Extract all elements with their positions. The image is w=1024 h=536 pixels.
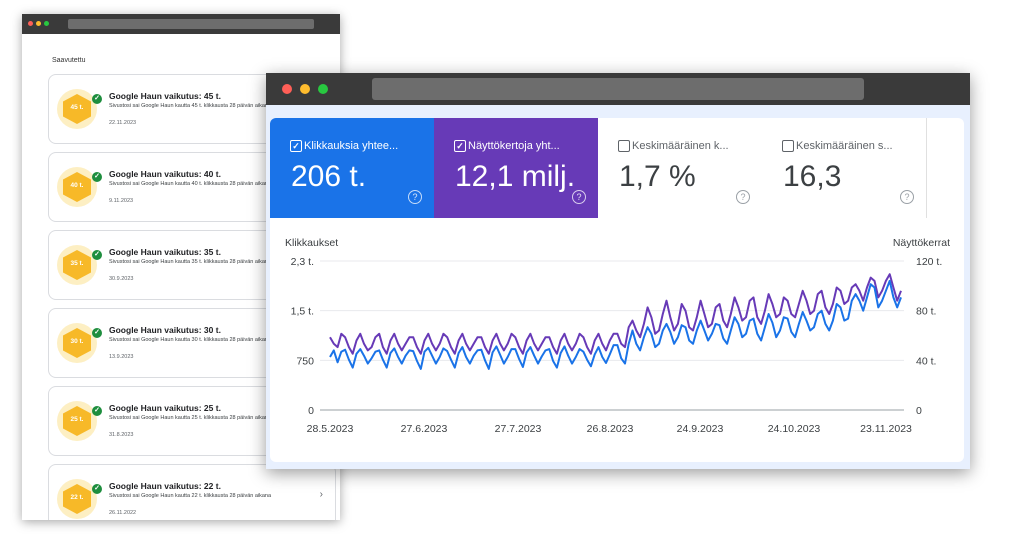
left-tick-label: 2,3 t. [291,256,314,268]
badge-label: 30 t. [70,338,84,345]
badge-label: 40 t. [70,182,84,189]
help-icon[interactable]: ? [572,190,586,204]
x-tick-label: 24.9.2023 [677,423,724,435]
hexagon-badge-icon: 22 t. [63,484,91,514]
hexagon-badge-icon: 25 t. [63,406,91,436]
back-window-titlebar [22,14,340,34]
achievement-badge: 30 t. ✓ [57,323,102,363]
achievement-title: Google Haun vaikutus: 30 t. [109,325,221,335]
address-bar[interactable] [372,78,864,100]
achievement-description: Sivustosi sai Google Haun kautta 40 t. k… [109,181,272,187]
help-icon[interactable]: ? [900,190,914,204]
search-console-page: ✓ Klikkauksia yhtee... 206 t. ? ✓ Näyttö… [266,105,970,469]
right-tick-label: 80 t. [916,306,936,318]
left-tick-label: 750 [296,355,314,367]
performance-panel: ✓ Klikkauksia yhtee... 206 t. ? ✓ Näyttö… [270,118,964,462]
chevron-right-icon[interactable]: › [319,489,323,500]
metric-value: 206 t. [291,160,367,193]
checkbox-checked-icon[interactable]: ✓ [454,140,466,152]
badge-label: 35 t. [70,260,84,267]
right-tick-label: 120 t. [916,256,942,268]
metric-label: Klikkauksia yhtee... [304,140,399,152]
hexagon-badge-icon: 40 t. [63,172,91,202]
maximize-window-button[interactable] [44,21,49,26]
help-icon[interactable]: ? [736,190,750,204]
clicks-series-line [329,279,902,370]
metric-label: Näyttökertoja yht... [468,140,560,152]
metric-value: 16,3 [783,160,842,193]
right-tick-label: 0 [916,405,922,417]
x-tick-label: 27.7.2023 [495,423,542,435]
achievement-description: Sivustosi sai Google Haun kautta 45 t. k… [109,103,272,109]
achievement-badge: 45 t. ✓ [57,89,102,129]
achievement-description: Sivustosi sai Google Haun kautta 22 t. k… [109,493,272,499]
metric-card-ctr[interactable]: Keskimääräinen k... 1,7 % ? [598,118,763,218]
metric-value: 1,7 % [619,160,696,193]
maximize-window-button[interactable] [318,84,328,94]
right-tick-label: 40 t. [916,355,936,367]
achievement-date: 31.8.2023 [109,432,134,438]
achievement-title: Google Haun vaikutus: 25 t. [109,403,221,413]
minimize-window-button[interactable] [36,21,41,26]
x-tick-label: 23.11.2023 [860,423,912,435]
hexagon-badge-icon: 45 t. [63,94,91,124]
metric-value: 12,1 milj. [455,160,576,193]
address-bar[interactable] [68,19,314,29]
close-window-button[interactable] [282,84,292,94]
left-axis-title: Klikkaukset [285,237,338,249]
front-window-titlebar [266,73,970,105]
minimize-window-button[interactable] [300,84,310,94]
badge-label: 25 t. [70,416,84,423]
performance-chart[interactable]: 0 750 1,5 t. 2,3 t. 0 40 t. 80 t. 120 t. Klikkau… [270,118,964,462]
achievement-badge: 40 t. ✓ [57,167,102,207]
check-circle-icon: ✓ [92,328,102,338]
right-axis-title: Näyttökerrat [893,237,950,249]
help-icon[interactable]: ? [408,190,422,204]
front-browser-window: ✓ Klikkauksia yhtee... 206 t. ? ✓ Näyttö… [266,73,970,469]
checkbox-unchecked-icon[interactable] [782,140,794,152]
metric-card-position[interactable]: Keskimääräinen s... 16,3 ? [762,118,927,218]
achievement-badge: 35 t. ✓ [57,245,102,285]
achievement-description: Sivustosi sai Google Haun kautta 25 t. k… [109,415,272,421]
achievement-card[interactable]: 22 t. ✓ Google Haun vaikutus: 22 t. Sivu… [48,464,336,520]
achievement-description: Sivustosi sai Google Haun kautta 30 t. k… [109,337,272,343]
achievement-description: Sivustosi sai Google Haun kautta 35 t. k… [109,259,272,265]
check-circle-icon: ✓ [92,250,102,260]
x-tick-label: 26.8.2023 [587,423,634,435]
metric-card-clicks[interactable]: ✓ Klikkauksia yhtee... 206 t. ? [270,118,434,218]
close-window-button[interactable] [28,21,33,26]
achievement-date: 26.11.2022 [109,510,137,516]
check-circle-icon: ✓ [92,172,102,182]
achievement-title: Google Haun vaikutus: 40 t. [109,169,221,179]
metric-label: Keskimääräinen s... [796,140,893,152]
achievement-date: 13.9.2023 [109,354,134,360]
achievement-date: 9.11.2023 [109,198,134,204]
badge-label: 22 t. [70,494,84,501]
left-tick-label: 0 [308,405,314,417]
achievement-title: Google Haun vaikutus: 45 t. [109,91,221,101]
hexagon-badge-icon: 35 t. [63,250,91,280]
impressions-series-line [329,273,902,355]
checkbox-unchecked-icon[interactable] [618,140,630,152]
check-circle-icon: ✓ [92,94,102,104]
hexagon-badge-icon: 30 t. [63,328,91,358]
badge-label: 45 t. [70,104,84,111]
left-tick-label: 1,5 t. [291,306,314,318]
achievement-badge: 22 t. ✓ [57,479,102,519]
x-tick-label: 28.5.2023 [307,423,354,435]
achievement-title: Google Haun vaikutus: 22 t. [109,481,221,491]
check-circle-icon: ✓ [92,406,102,416]
achievement-date: 22.11.2023 [109,120,137,126]
x-tick-label: 24.10.2023 [768,423,821,435]
achievement-badge: 25 t. ✓ [57,401,102,441]
check-circle-icon: ✓ [92,484,102,494]
metric-card-impressions[interactable]: ✓ Näyttökertoja yht... 12,1 milj. ? [434,118,598,218]
achievement-date: 30.9.2023 [109,276,134,282]
metric-label: Keskimääräinen k... [632,140,729,152]
achievement-title: Google Haun vaikutus: 35 t. [109,247,221,257]
checkbox-checked-icon[interactable]: ✓ [290,140,302,152]
x-tick-label: 27.6.2023 [401,423,448,435]
section-title: Saavutettu [52,57,86,64]
